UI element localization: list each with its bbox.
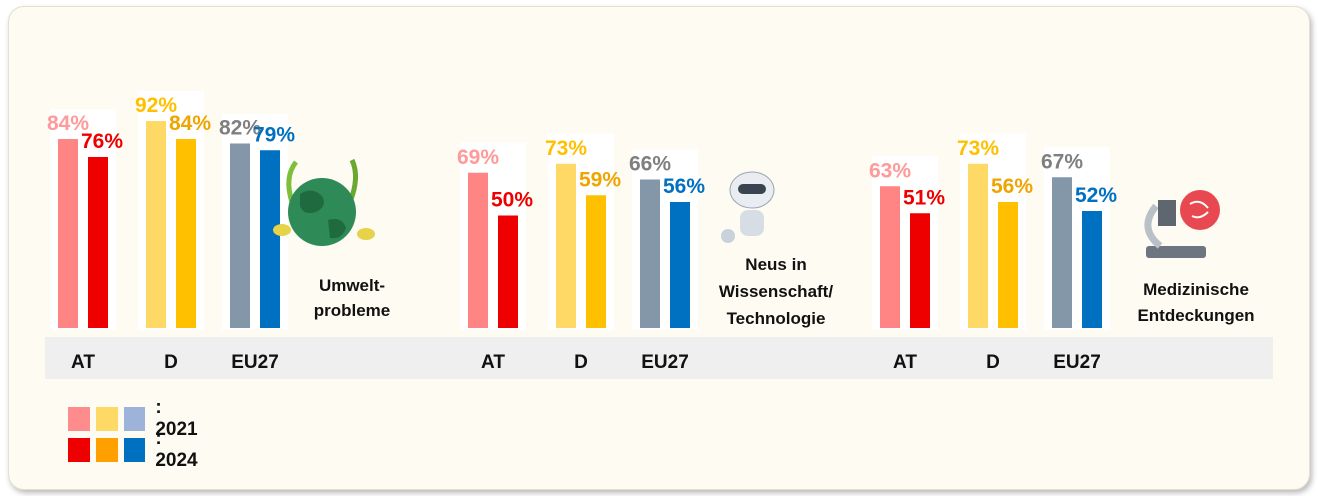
topic-label-line: Technologie xyxy=(727,309,826,328)
bar-d-2021 xyxy=(146,121,166,328)
value-label-d-2021: 92% xyxy=(135,94,177,117)
value-label-at-2021: 69% xyxy=(457,146,499,169)
value-label-at-2024: 50% xyxy=(491,189,533,212)
legend-label-2021: : 2021 xyxy=(155,397,198,440)
robot-icon xyxy=(721,171,775,243)
category-label-d: D xyxy=(574,352,588,373)
bar-at-2024 xyxy=(910,213,930,328)
value-label-d-2024: 59% xyxy=(579,168,621,191)
category-label-at: AT xyxy=(481,352,505,373)
legend-row-2024: : 2024 xyxy=(68,428,204,471)
category-label-at: AT xyxy=(893,352,917,373)
category-label-d: D xyxy=(986,352,1000,373)
coin-right xyxy=(357,228,375,240)
bar-d-2024 xyxy=(998,202,1018,328)
value-label-eu27-2021: 66% xyxy=(629,153,671,176)
group-medizinische-entdeckungen: 63% 51% AT 73% 56% D 67% 52% EU27 Medizinische Ent… xyxy=(869,133,1255,373)
bar-eu27-2021 xyxy=(230,143,250,328)
bar-eu27-2024 xyxy=(260,150,280,328)
bar-d-2021 xyxy=(968,163,988,328)
robot-body xyxy=(740,210,764,236)
bar-d-2024 xyxy=(586,195,606,328)
value-label-eu27-2024: 79% xyxy=(253,123,295,146)
microscope-icon xyxy=(1144,190,1220,258)
legend-swatch-d-2024 xyxy=(95,438,118,462)
topic-label-3: Medizinische Entdeckungen xyxy=(1137,280,1254,325)
leaf-left xyxy=(286,160,299,203)
value-label-d-2024: 84% xyxy=(169,112,211,135)
robot-hand xyxy=(721,229,735,243)
coin-left xyxy=(273,224,291,236)
group-neus-in-wissenschaft-technologie: 69% 50% AT 73% 59% D 66%56% EU27 Neus in Wissensc… xyxy=(457,133,833,373)
value-label-d-2021: 73% xyxy=(957,137,999,160)
bar-at-2021 xyxy=(468,172,488,328)
cell-detail xyxy=(1189,200,1209,219)
legend-swatch-eu27-2024 xyxy=(123,438,146,462)
globe xyxy=(288,178,356,246)
bar-d-2021 xyxy=(556,163,576,328)
category-label-eu27: EU27 xyxy=(231,352,279,373)
microscope-tube xyxy=(1158,200,1176,226)
continents xyxy=(300,190,346,239)
topic-label-line: Umwelt- xyxy=(319,276,385,295)
cell-lens xyxy=(1180,190,1220,230)
globe-plants-icon xyxy=(273,158,375,246)
bar-eu27-2024 xyxy=(670,202,690,328)
value-label-d-2024: 56% xyxy=(991,175,1033,198)
legend-row-2021: : 2021 xyxy=(68,397,204,440)
bar-at-2021 xyxy=(58,139,78,328)
bar-at-2021 xyxy=(880,186,900,328)
value-label-eu27-2021: 67% xyxy=(1041,150,1083,173)
topic-label-line: Wissenschaft/ xyxy=(719,282,833,301)
legend-swatch-d-2021 xyxy=(95,407,118,431)
topic-label-2: Neus in Wissenschaft/Technologie xyxy=(719,255,833,328)
bar-at-2024 xyxy=(88,157,108,328)
microscope-base xyxy=(1146,246,1206,258)
legend-swatch-eu27-2021 xyxy=(123,407,146,431)
value-label-d-2021: 73% xyxy=(545,137,587,160)
bar-eu27-2021 xyxy=(640,179,660,328)
topic-label-line: Neus in xyxy=(745,255,806,274)
microscope-arm xyxy=(1144,203,1163,249)
topic-label-line: Entdeckungen xyxy=(1137,306,1254,325)
legend-swatch-at-2024 xyxy=(68,438,90,462)
value-label-eu27-2021: 82% xyxy=(219,117,261,140)
legend-label-2024: : 2024 xyxy=(155,428,198,471)
bar-eu27-2021 xyxy=(1052,177,1072,328)
category-label-at: AT xyxy=(71,352,95,373)
robot-visor xyxy=(738,184,766,194)
value-label-eu27-2024: 52% xyxy=(1075,184,1117,207)
topic-label-line: probleme xyxy=(314,301,391,320)
category-label-eu27: EU27 xyxy=(1053,352,1101,373)
topic-label-line: Medizinische xyxy=(1143,280,1249,299)
legend-swatch-at-2021 xyxy=(68,407,90,431)
value-label-at-2024: 76% xyxy=(81,130,123,153)
bar-d-2024 xyxy=(176,139,196,328)
value-label-at-2021: 63% xyxy=(869,159,911,182)
topic-label-1: Umwelt-probleme xyxy=(314,276,391,320)
value-label-eu27-2024: 56% xyxy=(663,175,705,198)
bar-eu27-2024 xyxy=(1082,211,1102,328)
value-label-at-2024: 51% xyxy=(903,186,945,209)
category-label-d: D xyxy=(164,352,178,373)
category-axis-strip xyxy=(45,337,1273,379)
category-label-eu27: EU27 xyxy=(641,352,689,373)
value-label-at-2021: 84% xyxy=(47,112,89,135)
bar-at-2024 xyxy=(498,215,518,328)
